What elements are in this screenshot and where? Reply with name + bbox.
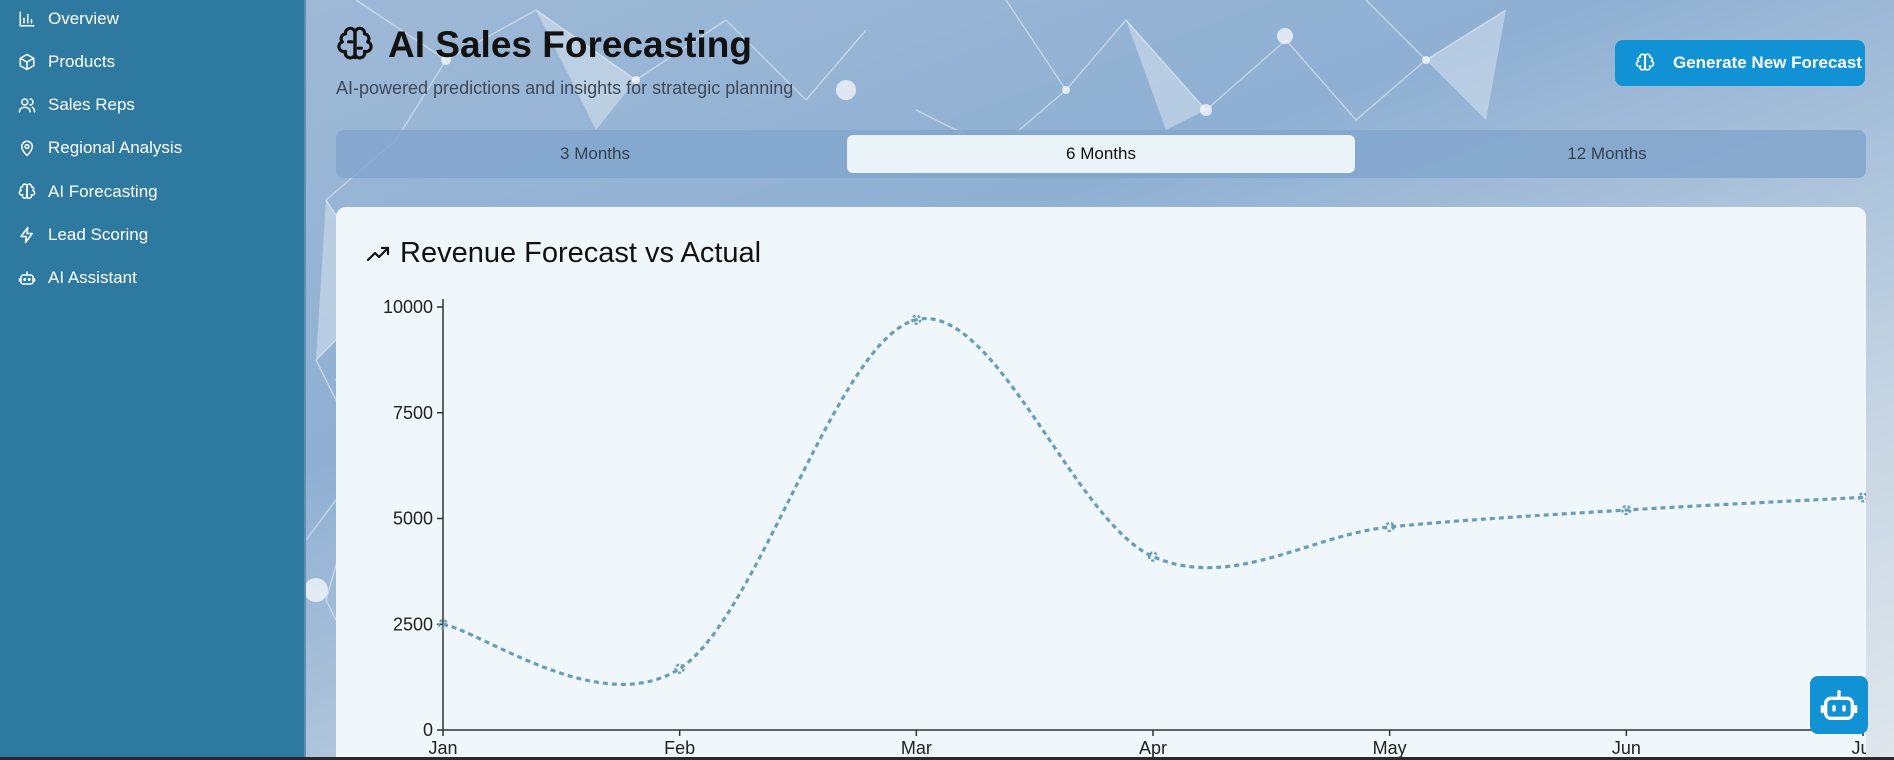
revenue-forecast-card: 025005000750010000JanFebMarAprMayJunJul …: [336, 207, 1866, 757]
bot-icon: [18, 271, 36, 285]
bar-chart-icon: [19, 11, 35, 27]
x-tick-label: Mar: [901, 738, 932, 757]
y-tick-label: 10000: [383, 297, 433, 317]
forecast-data-point: [437, 619, 449, 630]
sidebar: Overview Products Sales Reps Regional An…: [0, 0, 306, 760]
trending-up-icon: [366, 246, 390, 261]
sidebar-item-ai-assistant[interactable]: AI Assistant: [18, 261, 137, 295]
page-title: AI Sales Forecasting: [388, 24, 752, 65]
map-pin-icon: [20, 140, 34, 157]
main-content: AI Sales Forecasting AI-powered predicti…: [306, 0, 1894, 757]
x-tick-label: Jan: [428, 738, 457, 757]
network-background-graphic: [306, 0, 1507, 701]
sidebar-item-label: Overview: [48, 9, 119, 28]
tab-3-months[interactable]: 3 Months: [560, 144, 630, 163]
revenue-line-chart: 0 2500 5000 7500 10000 Jan Feb Mar Apr May Jun Jul: [383, 297, 1866, 757]
x-tick-label: Apr: [1139, 738, 1167, 757]
sidebar-item-label: AI Assistant: [48, 268, 137, 287]
y-tick-label: 5000: [393, 509, 433, 529]
y-tick-label: 7500: [393, 403, 433, 423]
sidebar-item-label: Regional Analysis: [48, 138, 183, 157]
brain-icon: [337, 26, 373, 60]
sidebar-item-label: Products: [48, 52, 116, 71]
forecast-period-tabs: 3 Months 6 Months 12 Months: [336, 130, 1866, 178]
sidebar-item-products[interactable]: Products: [18, 45, 115, 79]
forecast-data-point: [1857, 492, 1866, 503]
forecast-data-point: [911, 314, 922, 325]
y-tick-label: 0: [423, 720, 433, 740]
sidebar-item-label: AI Forecasting: [48, 182, 158, 201]
sidebar-item-sales-reps[interactable]: Sales Reps: [18, 88, 135, 122]
tab-12-months[interactable]: 12 Months: [1567, 144, 1647, 163]
forecast-series-line: [442, 317, 1864, 686]
card-title: Revenue Forecast vs Actual: [400, 237, 762, 269]
brain-icon: [18, 183, 36, 199]
generate-forecast-label: Generate New Forecast: [1673, 53, 1862, 72]
window-bottom-edge: [0, 757, 1894, 760]
ai-assistant-fab[interactable]: [1810, 676, 1868, 734]
forecast-data-point: [674, 663, 685, 674]
sidebar-item-regional-analysis[interactable]: Regional Analysis: [18, 131, 182, 165]
x-tick-label: May: [1373, 738, 1407, 757]
x-tick-label: Jul: [1851, 738, 1866, 757]
sidebar-item-label: Lead Scoring: [48, 225, 149, 244]
generate-forecast-button[interactable]: Generate New Forecast: [1615, 40, 1865, 86]
sidebar-item-overview[interactable]: Overview: [18, 2, 119, 36]
sidebar-item-lead-scoring[interactable]: Lead Scoring: [18, 218, 148, 252]
box-icon: [19, 53, 35, 71]
forecast-data-point: [1621, 504, 1632, 516]
page-subtitle: AI-powered predictions and insights for …: [336, 78, 794, 98]
y-tick-label: 2500: [393, 614, 433, 634]
forecast-data-point: [1147, 551, 1159, 562]
sidebar-item-label: Sales Reps: [48, 95, 135, 114]
bot-icon: [1820, 690, 1858, 720]
x-tick-label: Feb: [664, 738, 695, 757]
users-icon: [18, 98, 36, 113]
x-tick-label: Jun: [1612, 738, 1641, 757]
brain-icon: [1635, 53, 1655, 71]
zap-icon: [20, 226, 33, 244]
card-header: Revenue Forecast vs Actual: [366, 237, 761, 270]
sidebar-item-ai-forecasting[interactable]: AI Forecasting: [18, 175, 158, 209]
tab-6-months[interactable]: 6 Months: [847, 135, 1355, 173]
